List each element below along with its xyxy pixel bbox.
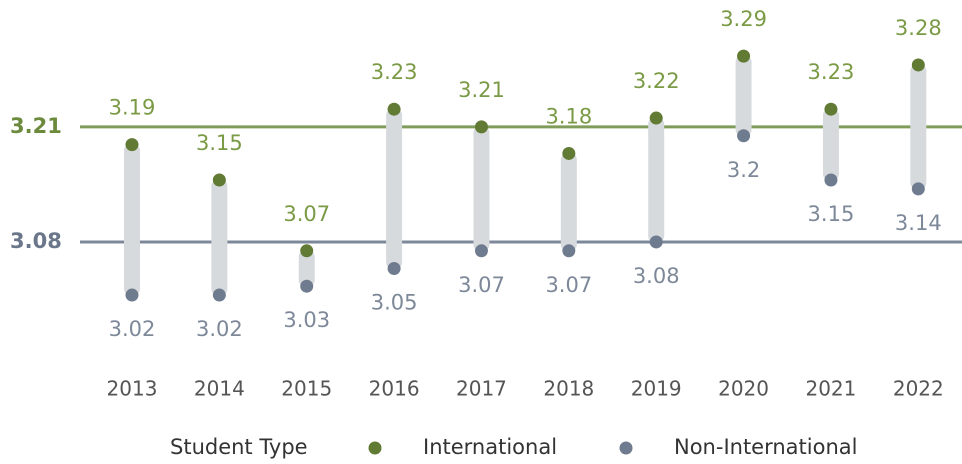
legend-marker (619, 441, 633, 455)
data-label: 3.23 (808, 60, 855, 84)
data-label: 3.15 (196, 131, 243, 155)
data-label: 3.07 (545, 273, 592, 297)
dot (300, 279, 314, 293)
data-label: 3.07 (283, 202, 330, 226)
dumbbell-bar (648, 118, 665, 242)
dumbbell-bar (211, 180, 228, 296)
dot (212, 173, 226, 187)
data-label: 3.14 (895, 211, 942, 235)
data-label: 3.22 (633, 69, 680, 93)
dot (300, 244, 314, 258)
data-label: 3.28 (895, 16, 942, 40)
legend-label: International (423, 435, 557, 459)
dot (562, 146, 576, 160)
data-label: 3.07 (458, 273, 505, 297)
dumbbell-bar (123, 144, 140, 296)
dot (387, 262, 401, 275)
x-tick-label: 2014 (194, 377, 245, 401)
dot (824, 102, 838, 116)
dumbbell-bar (822, 109, 839, 180)
dumbbell-bar (910, 64, 927, 189)
dot (649, 111, 663, 125)
dot (125, 288, 139, 302)
data-label: 3.29 (720, 7, 767, 31)
data-label: 3.05 (371, 291, 418, 315)
x-tick-label: 2013 (107, 377, 158, 401)
dot (737, 49, 751, 63)
data-label: 3.03 (283, 308, 330, 332)
dot (737, 129, 751, 143)
dot (125, 138, 139, 152)
dumbbell-bar (298, 250, 315, 287)
data-label: 3.21 (458, 78, 505, 102)
data-label: 3.08 (633, 264, 680, 288)
legend-title: Student Type (170, 435, 308, 459)
data-label: 3.02 (196, 317, 243, 341)
reference-label: 3.21 (10, 114, 62, 138)
reference-label: 3.08 (10, 229, 62, 253)
data-label: 3.2 (727, 158, 760, 182)
data-label: 3.15 (808, 202, 855, 226)
x-tick-label: 2017 (456, 377, 507, 401)
dot (474, 244, 488, 258)
dumbbell-bar (386, 109, 403, 269)
dumbbell-bar (735, 56, 752, 136)
x-tick-label: 2021 (805, 377, 856, 401)
legend-marker (368, 441, 382, 455)
dot (387, 102, 401, 116)
x-tick-label: 2016 (369, 377, 420, 401)
x-tick-label: 2020 (718, 377, 769, 401)
dot (474, 120, 488, 134)
legend-label: Non-International (674, 435, 857, 459)
dot (911, 182, 925, 196)
x-tick-label: 2019 (631, 377, 682, 401)
data-label: 3.18 (545, 104, 592, 128)
dot (562, 244, 576, 258)
dot (824, 173, 838, 187)
data-label: 3.02 (109, 317, 156, 341)
dumbbell-bar (560, 153, 577, 251)
x-tick-label: 2015 (281, 377, 332, 401)
dot (911, 58, 925, 72)
data-label: 3.19 (109, 96, 156, 120)
data-label: 3.23 (371, 60, 418, 84)
dot (649, 235, 663, 249)
dot (212, 288, 226, 302)
x-tick-label: 2018 (543, 377, 594, 401)
x-tick-label: 2022 (893, 377, 944, 401)
dumbbell-bar (473, 126, 490, 251)
